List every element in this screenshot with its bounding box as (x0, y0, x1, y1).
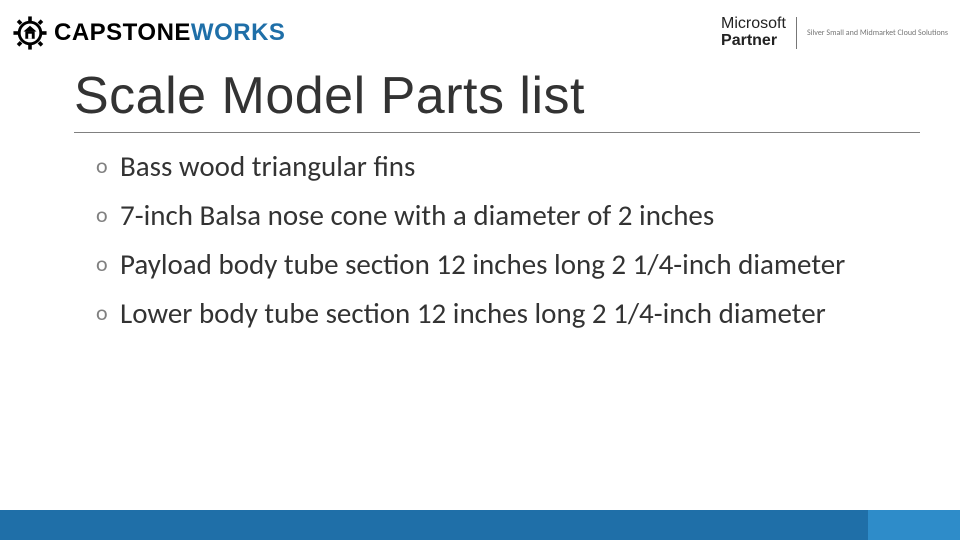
vertical-divider (796, 17, 797, 49)
slide-body: o Bass wood triangular fins o 7-inch Bal… (0, 133, 960, 334)
bullet-marker: o (96, 294, 120, 333)
slide-title: Scale Model Parts list (0, 58, 960, 132)
bullet-marker: o (96, 245, 120, 284)
ms-partner-text: Microsoft Partner (721, 16, 786, 50)
logo-text: CAPSTONEWORKS (54, 19, 285, 47)
ms-partner-line1: Microsoft (721, 16, 786, 33)
bullet-text: Lower body tube section 12 inches long 2… (120, 294, 912, 333)
bullet-marker: o (96, 147, 120, 186)
header-right: Microsoft Partner Silver Small and Midma… (721, 16, 948, 50)
list-item: o Lower body tube section 12 inches long… (96, 294, 912, 333)
footer-bar (0, 510, 960, 540)
logo-word2: WORKS (191, 19, 286, 46)
partner-tagline: Silver Small and Midmarket Cloud Solutio… (807, 29, 948, 38)
list-item: o Payload body tube section 12 inches lo… (96, 245, 912, 284)
footer-bar-main (0, 510, 868, 540)
logo-left: CAPSTONEWORKS (12, 15, 285, 51)
bullet-text: 7-inch Balsa nose cone with a diameter o… (120, 196, 912, 235)
ms-partner-line2: Partner (721, 33, 786, 50)
list-item: o Bass wood triangular fins (96, 147, 912, 186)
slide-header: CAPSTONEWORKS Microsoft Partner Silver S… (0, 0, 960, 58)
list-item: o 7-inch Balsa nose cone with a diameter… (96, 196, 912, 235)
ms-partner-badge: Microsoft Partner (721, 16, 786, 50)
bullet-text: Payload body tube section 12 inches long… (120, 245, 912, 284)
gear-house-icon (12, 15, 48, 51)
bullet-marker: o (96, 196, 120, 235)
logo-word1: CAPSTONE (54, 19, 191, 46)
bullet-text: Bass wood triangular fins (120, 147, 912, 186)
footer-bar-accent (868, 510, 960, 540)
